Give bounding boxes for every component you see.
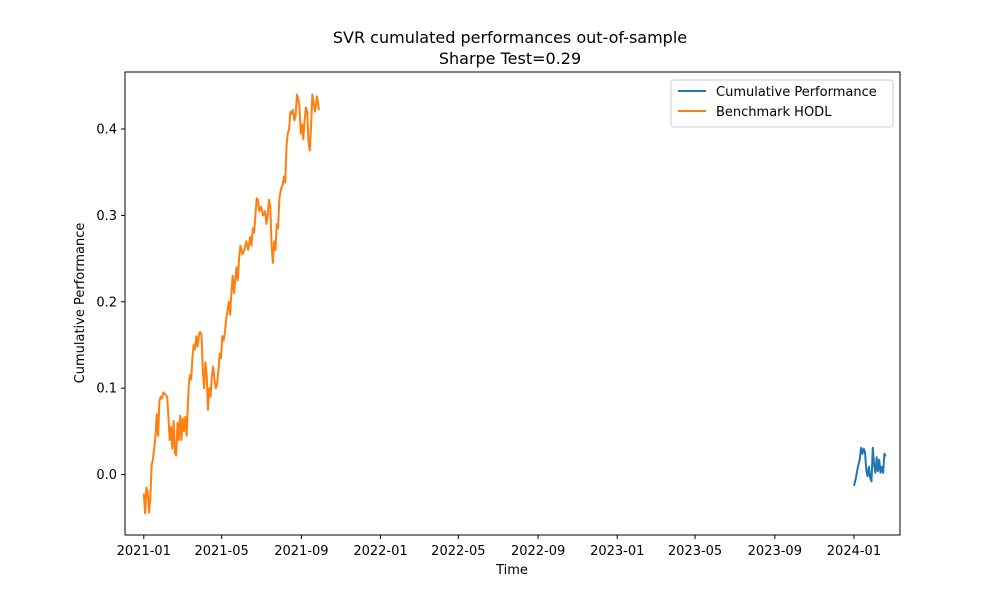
x-axis-ticks: 2021-01 2021-05 2021-09 2022-01 2022-05 2022-… <box>117 535 881 559</box>
legend-frame <box>670 79 894 128</box>
plot-area <box>124 71 901 536</box>
x-tick-label: 2024-01 <box>827 544 881 559</box>
y-axis-label: Cumulative Performance <box>73 223 88 384</box>
series-layer <box>142 93 887 515</box>
x-tick-label: 2021-09 <box>274 544 328 559</box>
legend: Cumulative Performance Benchmark HODL <box>670 79 894 128</box>
chart-title: SVR cumulated performances out-of-sample <box>333 28 687 47</box>
x-tick-label: 2023-05 <box>668 544 722 559</box>
series-line-cumulative-performance <box>853 446 887 487</box>
series-line-benchmark-hodl <box>142 93 320 515</box>
chart-subtitle: Sharpe Test=0.29 <box>439 49 581 68</box>
x-tick-label: 2023-09 <box>748 544 802 559</box>
y-tick-label: 0.0 <box>96 468 117 483</box>
y-tick-label: 0.1 <box>96 382 117 397</box>
axes-frame <box>124 71 901 536</box>
x-tick-label: 2021-05 <box>194 544 248 559</box>
x-axis-label: Time <box>495 563 528 578</box>
y-tick-label: 0.4 <box>96 123 117 138</box>
y-tick-label: 0.2 <box>96 295 117 310</box>
legend-label-benchmark-hodl: Benchmark HODL <box>716 105 832 120</box>
y-tick-label: 0.3 <box>96 209 117 224</box>
legend-label-cumulative-performance: Cumulative Performance <box>716 85 877 100</box>
x-tick-label: 2021-01 <box>117 544 171 559</box>
x-tick-label: 2022-05 <box>431 544 485 559</box>
y-axis-ticks: 0.0 0.1 0.2 0.3 0.4 <box>96 123 125 483</box>
x-tick-label: 2023-01 <box>590 544 644 559</box>
x-tick-label: 2022-09 <box>511 544 565 559</box>
x-tick-label: 2022-01 <box>353 544 407 559</box>
